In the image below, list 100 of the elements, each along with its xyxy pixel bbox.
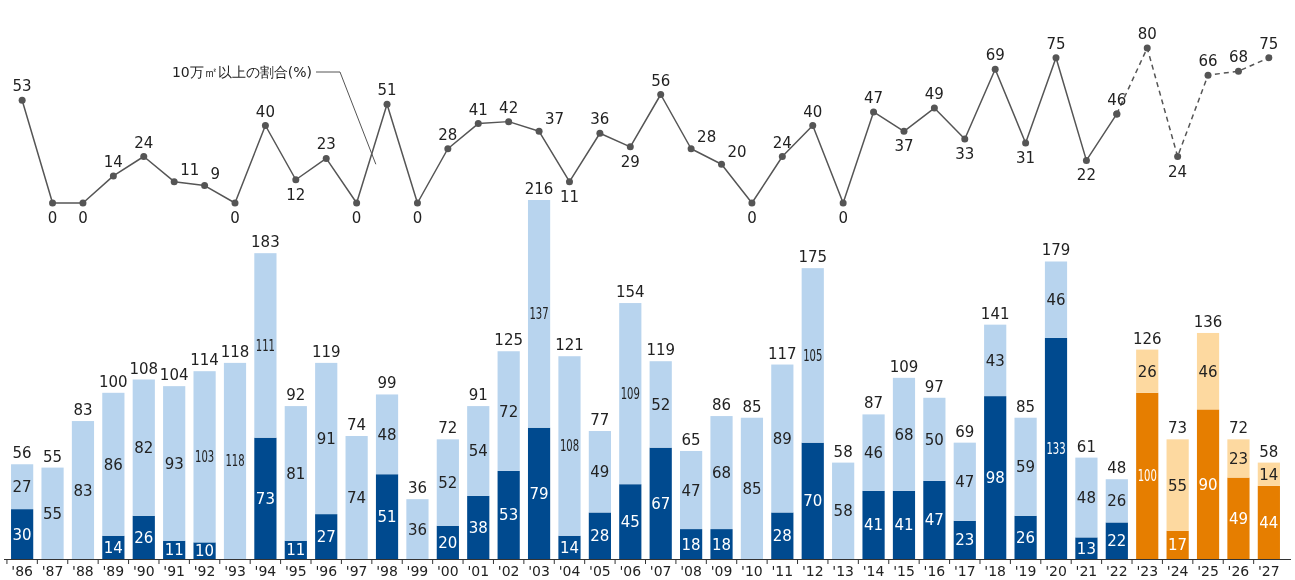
- data-label: 49: [924, 85, 944, 104]
- bar: [892, 490, 916, 559]
- total-label: 175: [798, 248, 828, 267]
- bar: [1196, 409, 1220, 559]
- total-label: 117: [768, 344, 797, 363]
- bar: [467, 406, 490, 496]
- x-tick-label: '91: [163, 563, 186, 579]
- data-label: 69: [985, 46, 1005, 65]
- x-tick-label: '22: [1105, 563, 1128, 579]
- total-label: 85: [742, 397, 762, 416]
- data-label: 27: [12, 478, 32, 497]
- x-tick-label: '05: [589, 563, 611, 579]
- x-tick-label: '01: [467, 563, 490, 579]
- point: [353, 199, 361, 207]
- data-label: 79: [529, 484, 549, 503]
- bar: [1044, 337, 1068, 559]
- bar: [132, 379, 155, 516]
- point: [626, 143, 634, 151]
- data-label: 108: [559, 437, 589, 456]
- x-tick-label: '15: [893, 563, 915, 579]
- bar: [984, 324, 1007, 397]
- bar: [801, 442, 824, 559]
- bar: [1166, 439, 1189, 531]
- point: [201, 182, 209, 190]
- x-tick-label: '27: [1258, 563, 1280, 579]
- data-label: 48: [377, 425, 397, 444]
- data-label: 109: [620, 385, 650, 404]
- total-label: 100: [99, 372, 128, 391]
- total-label: 154: [615, 283, 645, 302]
- x-tick-label: '26: [1227, 563, 1250, 579]
- bar: [406, 499, 429, 559]
- bar: [649, 361, 672, 448]
- data-label: 30: [12, 525, 32, 544]
- data-label: 18: [681, 535, 701, 554]
- total-label: 72: [438, 419, 458, 438]
- data-label: 14: [103, 538, 123, 557]
- data-label: 46: [1107, 90, 1127, 109]
- point: [1234, 67, 1242, 75]
- data-label: 41: [468, 100, 488, 119]
- data-label: 46: [864, 444, 884, 463]
- data-label: 23: [316, 135, 336, 154]
- total-label: 83: [73, 401, 93, 420]
- point: [1143, 44, 1151, 52]
- data-label: 0: [838, 209, 848, 227]
- data-label: 23: [1228, 449, 1248, 468]
- bar: [1196, 332, 1220, 410]
- bar: [619, 303, 642, 485]
- point: [322, 154, 330, 162]
- data-label: 47: [924, 511, 944, 530]
- total-label: 97: [924, 377, 944, 396]
- point: [261, 122, 269, 129]
- total-label: 55: [43, 447, 63, 466]
- total-label: 216: [524, 180, 554, 198]
- bar: [619, 484, 642, 559]
- data-label: 73: [255, 489, 275, 508]
- total-label: 119: [311, 342, 341, 361]
- total-label: 74: [347, 416, 367, 435]
- data-label: 52: [651, 395, 671, 414]
- data-label: 55: [1168, 476, 1188, 495]
- bar: [375, 474, 399, 559]
- point: [687, 145, 695, 153]
- bar: [801, 268, 824, 443]
- point: [1174, 153, 1182, 160]
- bar: [1075, 457, 1098, 538]
- bar: [315, 362, 338, 515]
- total-label: 58: [1259, 442, 1279, 461]
- x-tick-label: '14: [862, 563, 885, 579]
- data-label: 47: [955, 473, 975, 492]
- data-label: 137: [529, 305, 559, 324]
- bar: [1227, 477, 1250, 559]
- data-label: 27: [316, 528, 336, 547]
- data-label: 105: [803, 346, 832, 365]
- bar: [41, 467, 64, 559]
- bar: [254, 253, 277, 438]
- bar: [710, 416, 733, 530]
- data-label: 24: [1168, 162, 1188, 181]
- data-label: 45: [620, 513, 640, 532]
- bar: [680, 450, 703, 530]
- data-label: 68: [711, 464, 732, 483]
- point: [930, 104, 938, 112]
- point: [809, 122, 817, 129]
- x-tick-label: '23: [1136, 563, 1159, 579]
- total-label: 99: [377, 374, 397, 393]
- point: [79, 199, 87, 207]
- point: [991, 65, 999, 73]
- bar: [1257, 485, 1280, 559]
- x-tick-label: '17: [953, 563, 976, 579]
- bar: [193, 371, 216, 543]
- point: [474, 120, 482, 128]
- total-label: 72: [1228, 419, 1248, 438]
- data-label: 28: [590, 527, 610, 546]
- x-tick-label: '92: [193, 563, 216, 579]
- point: [961, 135, 969, 143]
- total-label: 61: [1076, 437, 1096, 456]
- data-label: 42: [499, 98, 519, 117]
- data-label: 59: [1016, 458, 1036, 477]
- point: [18, 96, 26, 104]
- data-label: 55: [43, 504, 63, 523]
- data-label: 26: [1016, 528, 1036, 547]
- x-tick-label: '96: [315, 563, 338, 579]
